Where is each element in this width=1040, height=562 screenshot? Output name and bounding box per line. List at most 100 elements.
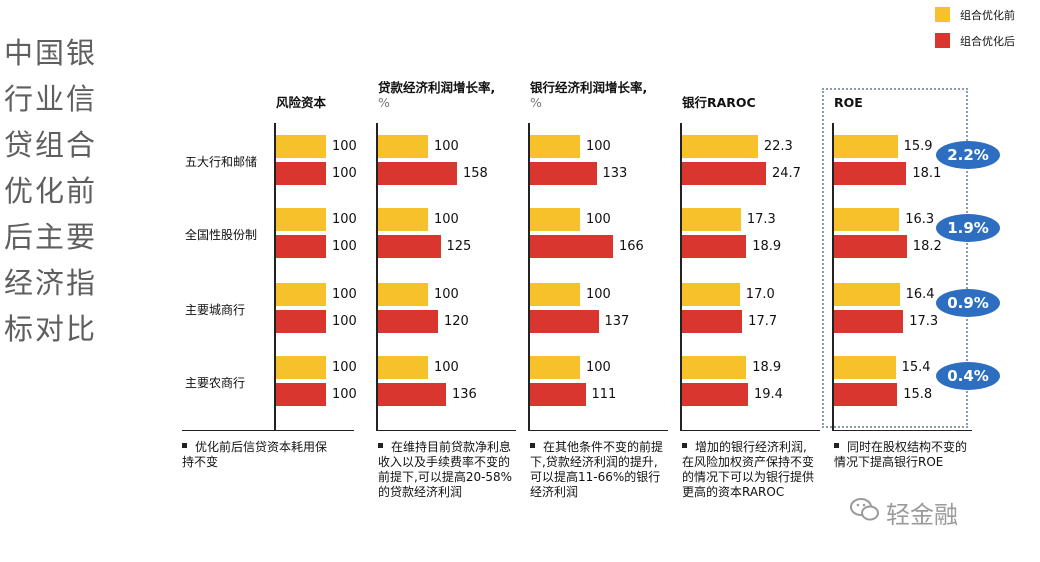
watermark-text: 轻金融: [886, 501, 958, 529]
bullet-icon: [682, 443, 687, 448]
panel-note-text: 同时在股权结构不变的情况下提高银行ROE: [834, 440, 968, 469]
bar-after: [276, 310, 326, 333]
bar-after: [530, 383, 586, 406]
bar-before: [378, 208, 428, 231]
panel-note: 在其他条件不变的前提下,贷款经济利润的提升, 可以提高11-66%的银行经济利润: [530, 440, 665, 500]
bar-value-label: 166: [619, 239, 644, 254]
category-label: 主要农商行: [185, 376, 246, 390]
bar-after: [276, 383, 326, 406]
bar-value-label: 100: [332, 287, 357, 302]
panel-title: ROE: [834, 95, 863, 110]
bar-after: [834, 235, 907, 258]
bar-after: [682, 383, 748, 406]
panel-note: 在维持目前贷款净利息收入以及手续费率不变的前提下,可以提高20-58%的贷款经济…: [378, 440, 518, 500]
bar-before: [530, 356, 580, 379]
bar-value-label: 137: [604, 314, 630, 329]
bar-value-label: 100: [586, 360, 611, 375]
bullet-icon: [530, 443, 535, 448]
bar-value-label: 125: [446, 239, 472, 254]
bar-value-label: 100: [332, 360, 357, 375]
bar-value-label: 120: [444, 314, 469, 329]
legend: 组合优化前 组合优化后: [935, 6, 1015, 58]
category-label: 主要城商行: [185, 303, 246, 317]
bar-before: [682, 135, 758, 158]
bar-before: [530, 283, 580, 306]
bar-before: [834, 208, 900, 231]
bar-value-label: 100: [332, 139, 357, 154]
bar-value-label: 133: [602, 166, 628, 181]
bar-value-label: 18.2: [912, 239, 942, 254]
bar-value-label: 17.7: [748, 314, 778, 329]
bar-value-label: 111: [591, 387, 617, 402]
roe-increase-badge: 0.4%: [936, 362, 1000, 390]
roe-increase-badge: 1.9%: [936, 214, 1000, 242]
bar-before: [378, 356, 428, 379]
panel-axis: [376, 123, 378, 431]
panel-unit: %: [378, 95, 390, 110]
panel-baseline: [528, 430, 668, 431]
panel-unit: %: [530, 95, 542, 110]
category-label: 五大行和邮储: [185, 155, 258, 169]
panel-note: 增加的银行经济利润,在风险加权资产保持不变的情况下可以为银行提供更高的资本RAR…: [682, 440, 817, 500]
panel-title: 银行经济利润增长率,%: [530, 80, 647, 110]
bar-after: [682, 162, 766, 185]
bar-value-label: 15.9: [903, 139, 933, 154]
panel-note: 优化前后信贷资本耗用保持不变: [182, 440, 332, 470]
panel-axis: [680, 123, 682, 431]
panel-title-text: 风险资本: [276, 95, 327, 110]
bar-value-label: 100: [586, 287, 611, 302]
bullet-icon: [378, 443, 383, 448]
bar-value-label: 24.7: [771, 166, 801, 181]
bar-value-label: 16.3: [905, 212, 935, 227]
bar-after: [378, 162, 457, 185]
bar-after: [378, 383, 446, 406]
bar-value-label: 17.3: [746, 212, 776, 227]
bar-before: [834, 356, 896, 379]
panel-note-text: 在其他条件不变的前提下,贷款经济利润的提升, 可以提高11-66%的银行经济利润: [530, 440, 664, 499]
bar-before: [530, 135, 580, 158]
bar-before: [682, 283, 740, 306]
bar-before: [530, 208, 580, 231]
legend-label-before: 组合优化前: [960, 8, 1015, 22]
bar-value-label: 15.4: [901, 360, 931, 375]
roe-increase-badge: 2.2%: [936, 141, 1000, 169]
bar-value-label: 100: [434, 287, 459, 302]
bar-value-label: 100: [434, 139, 459, 154]
bar-value-label: 16.4: [905, 287, 935, 302]
panel-title-text: 银行RAROC: [682, 95, 756, 110]
bar-value-label: 100: [332, 314, 357, 329]
side-title: 中国银行业信贷组合优化前后主要经济指标对比: [4, 36, 98, 346]
bar-value-label: 100: [332, 212, 357, 227]
panel-title: 银行RAROC: [682, 95, 756, 110]
wechat-icon: [850, 497, 880, 529]
bar-after: [682, 310, 743, 333]
bar-after: [834, 383, 898, 406]
panel-title-text: 银行经济利润增长率,: [530, 80, 648, 95]
panel-baseline: [680, 430, 820, 431]
roe-highlight-box: [822, 88, 968, 428]
category-label: 全国性股份制: [185, 228, 258, 242]
bar-before: [682, 208, 741, 231]
panel-note-text: 优化前后信贷资本耗用保持不变: [182, 440, 328, 469]
panel-title: 贷款经济利润增长率,%: [378, 80, 495, 110]
bar-before: [682, 356, 747, 379]
bar-before: [276, 208, 326, 231]
bar-value-label: 15.8: [903, 387, 933, 402]
panel-title: 风险资本: [276, 95, 326, 110]
legend-item-after: 组合优化后: [935, 32, 1015, 49]
bar-value-label: 100: [434, 360, 459, 375]
bar-after: [682, 235, 747, 258]
bar-value-label: 19.4: [753, 387, 783, 402]
bar-before: [276, 283, 326, 306]
panel-baseline: [182, 430, 354, 431]
bar-after: [834, 162, 907, 185]
bar-value-label: 18.1: [912, 166, 942, 181]
bar-value-label: 100: [332, 166, 357, 181]
panel-axis: [528, 123, 530, 431]
bar-after: [378, 310, 438, 333]
legend-swatch-after: [935, 33, 950, 48]
bar-after: [530, 310, 599, 333]
bar-value-label: 18.9: [752, 239, 782, 254]
bar-value-label: 100: [332, 387, 357, 402]
bar-value-label: 17.3: [909, 314, 939, 329]
